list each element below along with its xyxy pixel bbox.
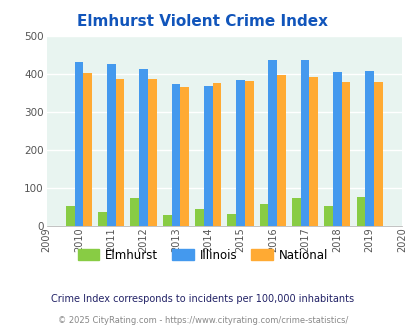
Bar [75,62,83,226]
Bar [98,212,107,226]
Bar [115,79,124,226]
Bar [332,72,341,226]
Bar [130,198,139,226]
Bar [195,209,203,226]
Bar [364,71,373,226]
Bar [171,84,180,226]
Bar [212,83,221,226]
Bar [83,73,92,226]
Bar [309,77,318,226]
Bar [203,85,212,226]
Bar [268,60,277,226]
Bar [147,79,156,226]
Bar [341,82,350,226]
Bar [236,80,244,226]
Bar [291,198,300,226]
Bar [107,64,115,226]
Bar [162,215,171,226]
Text: Elmhurst Violent Crime Index: Elmhurst Violent Crime Index [77,14,328,29]
Bar [180,87,188,226]
Bar [300,60,309,226]
Bar [324,206,332,226]
Bar [259,204,268,226]
Text: © 2025 CityRating.com - https://www.cityrating.com/crime-statistics/: © 2025 CityRating.com - https://www.city… [58,316,347,325]
Bar [356,197,364,226]
Bar [373,82,382,226]
Legend: Elmhurst, Illinois, National: Elmhurst, Illinois, National [73,244,332,266]
Bar [139,69,147,226]
Bar [277,75,285,226]
Text: Crime Index corresponds to incidents per 100,000 inhabitants: Crime Index corresponds to incidents per… [51,294,354,304]
Bar [227,214,236,226]
Bar [244,81,253,226]
Bar [66,206,75,226]
